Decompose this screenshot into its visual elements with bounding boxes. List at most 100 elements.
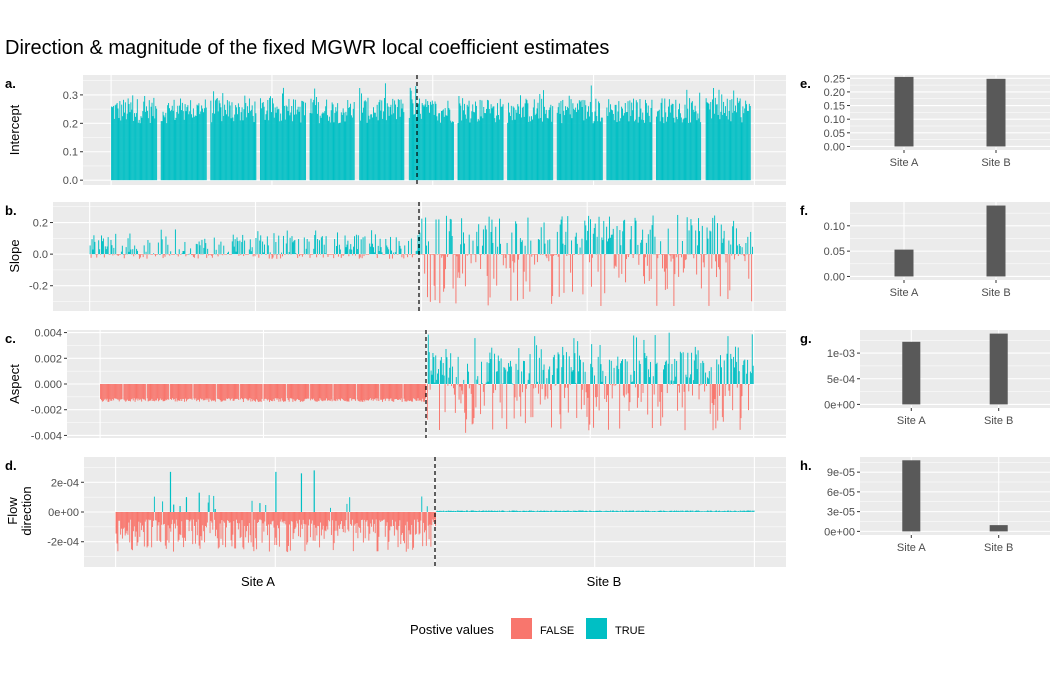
bar: [619, 121, 621, 181]
bar: [195, 512, 197, 522]
bar: [539, 94, 541, 181]
bar: [444, 254, 446, 289]
bar: [676, 254, 678, 258]
bar: [340, 384, 341, 401]
y-tick-label: 0.2: [33, 218, 48, 230]
bar: [499, 243, 501, 255]
bar: [681, 384, 683, 408]
bar: [724, 510, 726, 512]
bar: [504, 367, 506, 384]
bar: [229, 384, 231, 401]
bar: [155, 384, 157, 401]
bar: [397, 99, 399, 181]
bar: [298, 111, 300, 181]
bar: [108, 254, 110, 255]
bar: [189, 512, 191, 522]
bar: [549, 366, 551, 384]
bar: [662, 254, 664, 255]
bar: [558, 254, 560, 297]
bar: [214, 253, 216, 255]
bar: [125, 247, 127, 255]
bar: [718, 364, 720, 384]
bar: [672, 384, 674, 385]
bar: [190, 384, 192, 399]
bar-spike: [275, 471, 277, 512]
bar: [441, 374, 443, 384]
bar: [225, 254, 227, 255]
bar: [211, 384, 213, 402]
bar: [510, 105, 512, 181]
bar: [333, 254, 335, 259]
bar: [496, 511, 498, 512]
bar: [650, 511, 652, 512]
bar: [458, 254, 460, 273]
bar: [278, 512, 280, 547]
bar: [717, 223, 718, 255]
bar: [572, 254, 574, 255]
bar: [478, 510, 480, 512]
bar: [586, 511, 588, 512]
bar: [458, 384, 460, 400]
bar: [673, 254, 675, 306]
bar: [719, 384, 721, 396]
bar: [347, 512, 349, 530]
bar: [484, 112, 486, 181]
bar: [571, 118, 573, 181]
bar: [141, 117, 143, 181]
bar: [341, 512, 342, 522]
bar: [691, 352, 693, 384]
bar: [219, 103, 221, 181]
bar: [715, 510, 717, 512]
bar: [390, 384, 392, 399]
bar: [218, 244, 220, 255]
bar: [343, 512, 345, 527]
bar: [283, 105, 285, 181]
bar: [177, 512, 179, 542]
bar: [393, 384, 395, 402]
bar: [187, 254, 189, 255]
bar: [373, 112, 375, 181]
bar: [518, 511, 520, 512]
bar: [192, 512, 194, 545]
bar: [741, 122, 743, 181]
bar: [118, 117, 120, 181]
bar: [528, 121, 530, 181]
bar: [193, 384, 195, 399]
bar: [497, 114, 499, 181]
bar: [276, 512, 278, 546]
bar: [585, 225, 587, 255]
bar: [359, 254, 361, 258]
bar: [558, 510, 560, 512]
bar: [471, 510, 473, 512]
bar: [312, 102, 314, 181]
bar: [322, 254, 324, 258]
bar: [302, 384, 304, 402]
bar: [481, 245, 483, 255]
bar: [297, 384, 299, 399]
bar: [397, 512, 399, 548]
bar: [748, 384, 750, 385]
bar: [338, 384, 340, 399]
bar: [212, 254, 214, 255]
bar: [346, 115, 348, 181]
bar: [740, 117, 742, 181]
bar: [457, 356, 459, 384]
bar: [413, 384, 415, 399]
bar: [364, 100, 366, 181]
bar: [183, 512, 185, 548]
bar: [423, 384, 425, 402]
bar: [168, 384, 170, 400]
bar: [409, 254, 410, 255]
bar: [205, 384, 207, 399]
bar: [614, 104, 616, 181]
bar: [341, 114, 343, 181]
bar: [445, 215, 447, 255]
bar: [654, 511, 656, 512]
bar: [606, 107, 608, 181]
bar: [167, 512, 169, 526]
bar: [655, 364, 657, 384]
bar: [567, 510, 569, 512]
bar: [699, 511, 701, 512]
bar: [507, 371, 509, 384]
bar: [397, 384, 399, 400]
